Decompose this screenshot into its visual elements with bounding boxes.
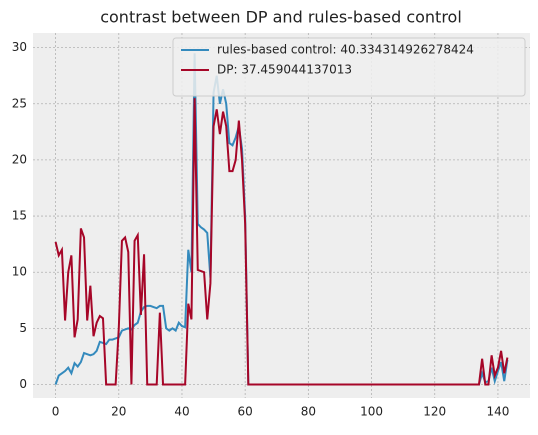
y-tick-label: 20: [12, 152, 27, 166]
x-tick-label: 20: [111, 405, 126, 419]
x-tick-label: 140: [486, 405, 509, 419]
y-tick-label: 5: [19, 321, 27, 335]
x-tick-label: 100: [360, 405, 383, 419]
x-tick-label: 0: [52, 405, 60, 419]
chart-title: contrast between DP and rules-based cont…: [100, 8, 462, 27]
y-tick-label: 0: [19, 377, 27, 391]
legend-box: [172, 37, 526, 97]
x-tick-label: 80: [301, 405, 316, 419]
x-tick-label: 60: [238, 405, 253, 419]
x-tick-label: 120: [423, 405, 446, 419]
y-tick-label: 10: [12, 265, 27, 279]
series-line: [54, 98, 509, 386]
x-tick-label: 40: [174, 405, 189, 419]
legend-label: rules-based control: 40.334314926278424: [217, 43, 474, 57]
y-tick-label: 25: [12, 96, 27, 110]
legend-label: DP: 37.459044137013: [217, 63, 352, 77]
y-tick-label: 30: [12, 40, 27, 54]
y-tick-label: 15: [12, 209, 27, 223]
